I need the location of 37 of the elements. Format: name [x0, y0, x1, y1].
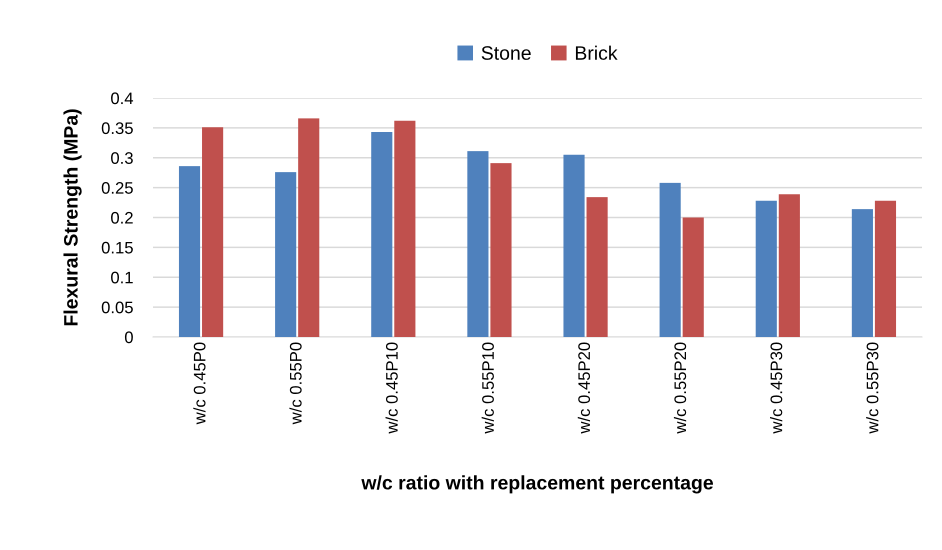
x-tick-label: w/c 0.45P30 [770, 342, 782, 434]
y-tick-label: 0 [124, 331, 133, 344]
x-tick-label: w/c 0.55P20 [674, 342, 686, 434]
bar [682, 218, 704, 337]
x-tick-label: w/c 0.55P30 [866, 342, 878, 434]
bar [202, 127, 224, 337]
bar [756, 200, 777, 337]
bar [586, 197, 608, 337]
y-tick-label: 0.05 [102, 302, 133, 314]
y-tick-label: 0.35 [102, 122, 133, 134]
bar [852, 209, 873, 337]
bar [394, 120, 416, 337]
bar [874, 200, 896, 337]
y-tick-label: 0.4 [111, 92, 134, 104]
y-axis-title: Flexural Strength (MPa) [63, 109, 82, 326]
y-tick-label: 0.25 [102, 182, 133, 194]
x-tick-label: w/c 0.45P10 [386, 342, 398, 434]
bar [563, 154, 585, 337]
y-tick-label: 0.15 [102, 242, 133, 254]
x-tick-label: w/c 0.55P10 [482, 342, 494, 434]
y-tick-label: 0.2 [111, 212, 133, 224]
x-tick-label: w/c 0.55P0 [289, 342, 302, 424]
legend-label: Stone [482, 46, 531, 60]
x-tick-label: w/c 0.45P0 [193, 342, 206, 424]
y-tick-label: 0.1 [111, 272, 133, 284]
bar [778, 194, 800, 337]
bar [467, 151, 488, 337]
bar [298, 118, 320, 337]
bar [490, 163, 512, 337]
bar [178, 166, 200, 337]
x-tick-label: w/c 0.45P20 [578, 342, 590, 434]
bar [660, 182, 681, 337]
bar [275, 172, 296, 337]
y-tick-label: 0.3 [111, 152, 133, 164]
legend-label: Brick [576, 46, 618, 60]
bar [371, 132, 392, 337]
x-axis-title: w/c ratio with replacement percentage [361, 475, 713, 494]
